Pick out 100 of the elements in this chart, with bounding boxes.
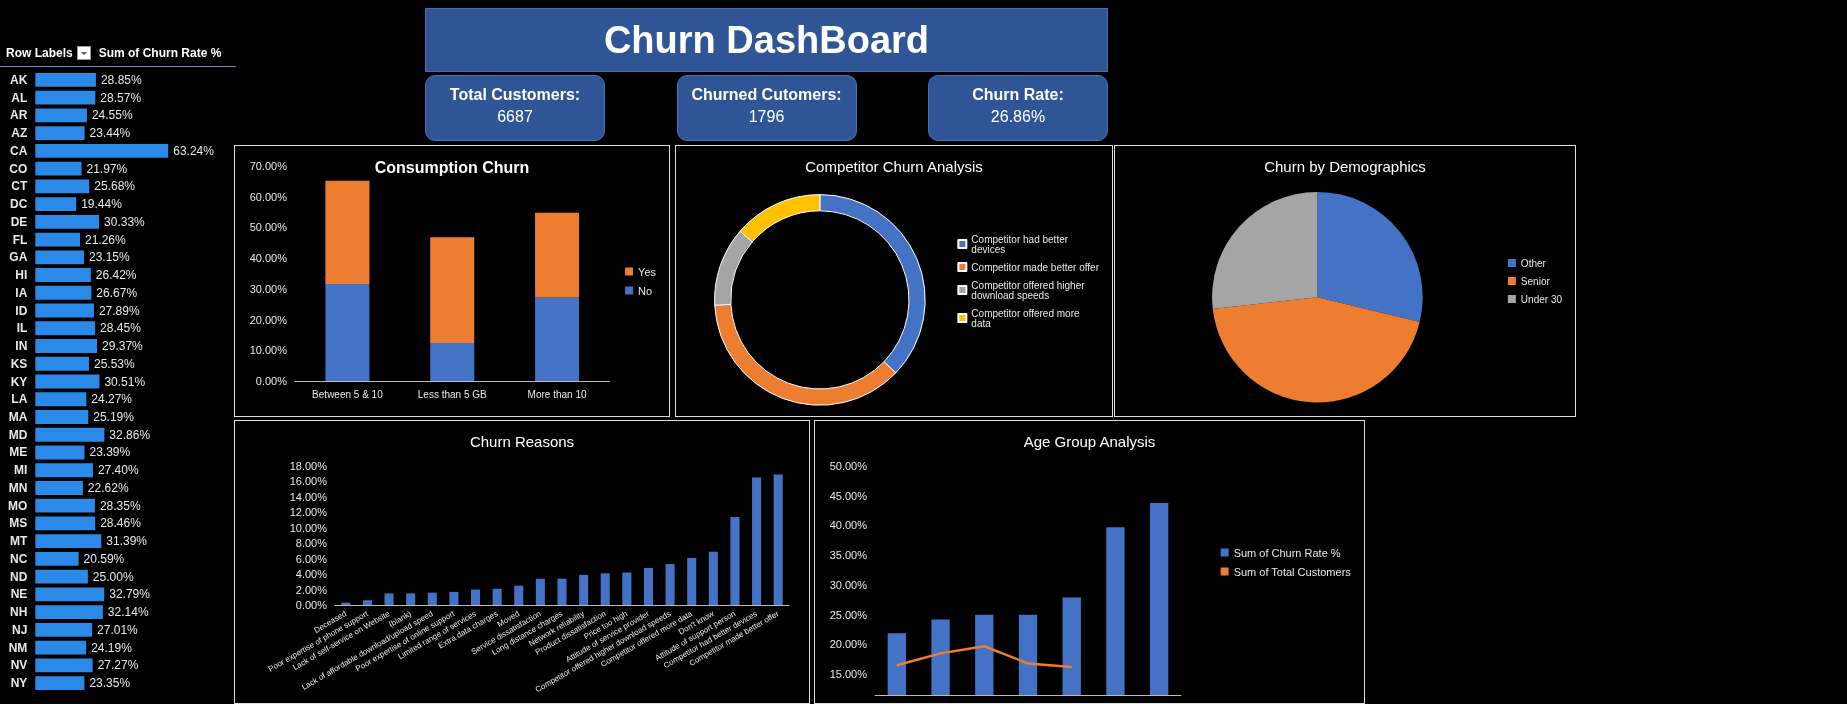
legend-label: Sum of Churn Rate % <box>1233 546 1341 559</box>
chart-title: Competitor Churn Analysis <box>805 158 983 175</box>
y-tick-label: DC <box>9 197 28 212</box>
bar <box>35 339 98 353</box>
data-label: 27.89% <box>98 303 140 318</box>
bar <box>35 108 87 123</box>
y-tick-label: NV <box>10 658 28 673</box>
y-tick-label: MD <box>8 427 28 442</box>
chart-title: Churn by Demographics <box>1264 158 1426 175</box>
data-label: 25.53% <box>93 356 135 371</box>
y-tick-label: ND <box>9 569 28 584</box>
y-tick-label: 15.00% <box>829 668 868 681</box>
data-label: 19.44% <box>81 197 123 212</box>
y-tick-label: 10.00% <box>289 521 328 534</box>
y-tick-label: NH <box>9 605 28 620</box>
data-label: 28.35% <box>99 498 141 513</box>
data-label: 25.00% <box>92 569 134 584</box>
bar <box>384 593 394 605</box>
data-label: 23.15% <box>88 250 130 265</box>
kpi-card: Churn Rate: 26.86% <box>928 75 1108 141</box>
y-tick-label: 16.00% <box>289 475 328 488</box>
bar <box>35 410 89 424</box>
y-tick-label: AL <box>11 90 28 105</box>
bar <box>35 481 83 495</box>
bar <box>35 374 100 389</box>
data-label: 32.86% <box>109 427 151 442</box>
bar <box>35 622 93 637</box>
y-tick-label: 45.00% <box>829 489 868 502</box>
y-tick-label: DE <box>10 214 28 229</box>
data-label: 28.45% <box>100 321 142 336</box>
bar <box>557 578 567 605</box>
data-label: 22.62% <box>87 480 129 495</box>
y-tick-label: 0.00% <box>295 599 328 611</box>
y-tick-label: 25.00% <box>829 608 868 621</box>
bar <box>35 569 88 584</box>
data-label: 28.46% <box>100 516 142 531</box>
y-tick-label: ID <box>15 303 28 318</box>
data-label: 27.40% <box>97 463 139 478</box>
bar <box>35 143 169 158</box>
y-tick-label: 12.00% <box>289 506 328 519</box>
y-tick-label: MN <box>8 480 28 495</box>
data-label: 21.26% <box>85 232 127 247</box>
y-tick-label: 8.00% <box>295 537 328 550</box>
data-label: 63.24% <box>173 143 215 158</box>
bar <box>535 297 580 381</box>
y-tick-label: 60.00% <box>249 190 288 203</box>
bar <box>35 303 94 318</box>
y-tick-label: 20.00% <box>249 313 288 326</box>
bar <box>35 161 82 176</box>
bar <box>470 589 481 605</box>
bar <box>708 551 718 605</box>
x-tick-label: Less than 5 GB <box>417 388 488 400</box>
x-tick-label: Between 5 & 10 <box>312 388 384 400</box>
y-tick-label: MS <box>9 516 28 531</box>
legend-label: No <box>638 284 653 297</box>
data-label: 26.42% <box>95 268 137 283</box>
bar <box>35 658 93 673</box>
bar <box>35 214 100 229</box>
x-axis-title: Sum of Churn Rate % <box>98 46 222 60</box>
legend-label: Competitor offered more data <box>971 307 1083 329</box>
data-label: 27.27% <box>97 658 139 673</box>
y-tick-label: AZ <box>11 126 28 141</box>
legend-label: Competitor had better devices <box>971 233 1071 255</box>
chart-title: Churn Reasons <box>469 433 575 450</box>
bar <box>35 250 84 265</box>
bar <box>35 197 77 211</box>
y-axis-title: Row Labels <box>6 46 73 60</box>
bar <box>730 516 740 605</box>
bar <box>535 578 545 605</box>
legend-label: Competitor offered higher download speeds <box>971 279 1088 301</box>
bar <box>514 585 524 605</box>
y-tick-label: AK <box>9 72 28 87</box>
legend-label: Under 30 <box>1520 293 1563 305</box>
bar <box>35 605 103 620</box>
y-tick-label: MO <box>7 498 28 513</box>
bar <box>665 564 675 605</box>
y-tick-label: 70.00% <box>249 160 288 172</box>
y-tick-label: NE <box>10 587 28 602</box>
legend-label: Other <box>1520 257 1547 269</box>
bar <box>35 676 85 691</box>
y-tick-label: MA <box>8 409 28 424</box>
data-label: 20.59% <box>83 551 125 566</box>
y-tick-label: 30.00% <box>249 282 288 295</box>
data-label: 30.51% <box>104 374 146 389</box>
legend-label: Competitor made better offer <box>971 261 1100 273</box>
y-tick-label: CO <box>9 161 28 176</box>
y-tick-label: 30.00% <box>829 578 868 591</box>
bar <box>622 572 632 605</box>
bar <box>427 592 437 605</box>
bar <box>535 212 580 298</box>
bar <box>579 574 589 605</box>
bar <box>35 427 105 442</box>
bar <box>643 567 654 605</box>
y-tick-label: 2.00% <box>295 583 328 596</box>
legend-label: Sum of Total Customers <box>1233 565 1352 578</box>
text: Churn DashBoard <box>425 8 1108 72</box>
y-tick-label: 40.00% <box>249 252 288 265</box>
y-tick-label: 4.00% <box>295 568 328 581</box>
y-tick-label: 10.00% <box>249 344 288 357</box>
data-label: 24.19% <box>91 640 133 655</box>
